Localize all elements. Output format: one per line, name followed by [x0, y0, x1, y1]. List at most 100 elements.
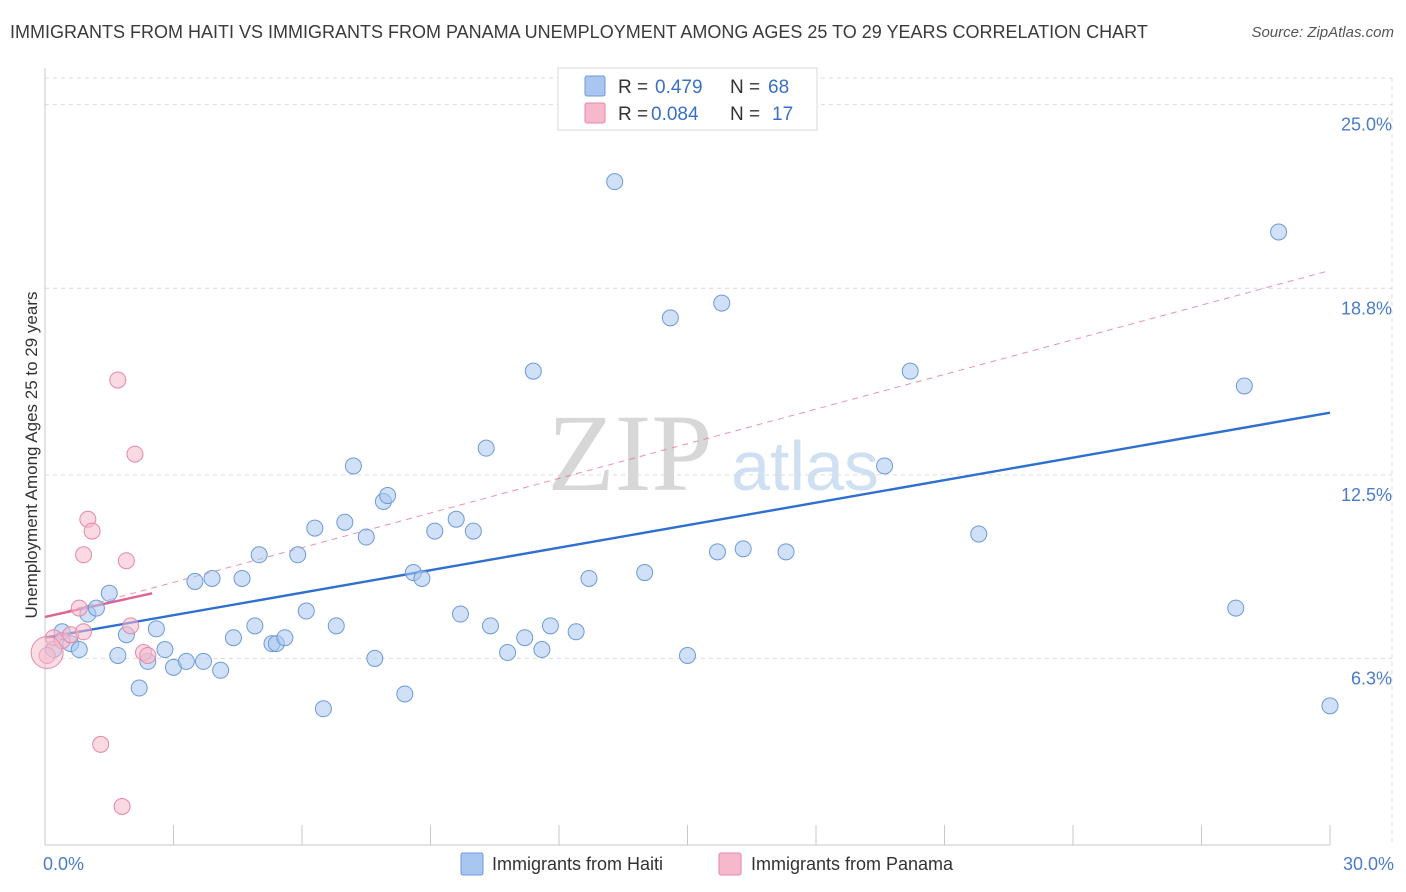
axes: [44, 68, 1331, 846]
legend-haiti-n-label: N =: [730, 77, 760, 98]
haiti-point: [1235, 377, 1253, 395]
watermark-zip: ZIP: [548, 392, 713, 514]
panama-point: [75, 623, 93, 641]
haiti-point: [426, 522, 444, 540]
gridlines: [45, 77, 1393, 845]
legend-haiti-r-label: R =: [618, 77, 648, 98]
haiti-point: [224, 629, 242, 647]
haiti-point: [297, 602, 315, 620]
haiti-point: [970, 525, 988, 543]
bottom-legend-haiti-label: Immigrants from Haiti: [492, 854, 663, 874]
haiti-point: [186, 572, 204, 590]
chart-source: Source: ZipAtlas.com: [1251, 24, 1394, 41]
panama-point: [92, 735, 110, 753]
haiti-point: [447, 510, 465, 528]
haiti-point: [1227, 599, 1245, 617]
haiti-point: [130, 679, 148, 697]
haiti-point: [109, 646, 127, 664]
panama-point-large: [30, 636, 64, 670]
y-tick-label: 18.8%: [1341, 298, 1392, 318]
haiti-point: [177, 652, 195, 670]
legend-haiti-swatch: [584, 75, 606, 97]
haiti-trend-line: [44, 411, 1331, 639]
panama-point: [122, 617, 140, 635]
haiti-point: [246, 617, 264, 635]
y-tick-label: 6.3%: [1351, 668, 1392, 688]
haiti-point: [396, 685, 414, 703]
panama-trend-extension: [44, 270, 1331, 618]
x-tick-label: 0.0%: [43, 854, 84, 874]
haiti-point: [1270, 223, 1288, 241]
haiti-point: [87, 599, 105, 617]
haiti-point: [327, 617, 345, 635]
haiti-point: [357, 528, 375, 546]
haiti-point: [276, 629, 294, 647]
haiti-point: [713, 294, 731, 312]
haiti-point: [901, 362, 919, 380]
panama-point: [75, 546, 93, 564]
haiti-point: [344, 457, 362, 475]
haiti-point: [379, 487, 397, 505]
x-tick-label: 30.0%: [1343, 854, 1394, 874]
panama-point: [139, 646, 157, 664]
haiti-point: [516, 629, 534, 647]
haiti-point: [306, 519, 324, 537]
haiti-point: [194, 652, 212, 670]
haiti-point: [567, 623, 585, 641]
panama-point: [126, 445, 144, 463]
legend-panama-r-label: R =: [618, 104, 648, 125]
haiti-point: [233, 569, 251, 587]
haiti-point: [524, 362, 542, 380]
haiti-point: [156, 641, 174, 659]
bottom-legend: Immigrants from Haiti Immigrants from Pa…: [460, 852, 954, 876]
panama-point: [117, 552, 135, 570]
y-tick-label: 12.5%: [1341, 485, 1392, 505]
haiti-point: [708, 543, 726, 561]
haiti-point: [289, 546, 307, 564]
haiti-point: [679, 646, 696, 664]
haiti-point: [250, 546, 268, 564]
haiti-point: [541, 617, 559, 635]
haiti-point: [636, 564, 654, 582]
bottom-legend-haiti-swatch: [460, 852, 484, 876]
haiti-point: [481, 617, 499, 635]
haiti-point: [499, 644, 517, 662]
haiti-point: [477, 439, 495, 457]
panama-point: [113, 798, 131, 816]
haiti-point: [203, 569, 221, 587]
legend-panama-r-value: 0.084: [651, 104, 699, 125]
haiti-point: [533, 641, 551, 659]
haiti-point: [413, 569, 431, 587]
haiti-point: [147, 620, 165, 638]
haiti-point: [314, 700, 332, 718]
legend-haiti-n-value: 68: [768, 77, 789, 98]
data-points: [30, 173, 1339, 816]
panama-point: [70, 599, 88, 617]
haiti-point: [580, 569, 598, 587]
haiti-point: [606, 173, 624, 191]
haiti-point: [1321, 697, 1339, 715]
legend-panama-n-label: N =: [730, 104, 760, 125]
panama-point: [109, 371, 127, 389]
haiti-point: [777, 543, 795, 561]
chart-title: IMMIGRANTS FROM HAITI VS IMMIGRANTS FROM…: [10, 22, 1148, 42]
legend-panama-swatch: [584, 102, 606, 124]
haiti-point: [734, 540, 752, 558]
watermark-atlas: atlas: [731, 427, 879, 505]
haiti-point: [464, 522, 482, 540]
haiti-point: [336, 513, 354, 531]
haiti-point: [100, 584, 118, 602]
haiti-point: [876, 457, 894, 475]
bottom-legend-panama-swatch: [718, 852, 742, 876]
haiti-point: [451, 605, 469, 623]
legend-panama-n-value: 17: [772, 104, 793, 125]
y-axis-title: Unemployment Among Ages 25 to 29 years: [22, 292, 41, 619]
y-tick-label: 25.0%: [1341, 115, 1392, 135]
tick-labels: 6.3% 12.5% 18.8% 25.0% 0.0% 30.0%: [43, 115, 1394, 874]
legend-haiti-r-value: 0.479: [655, 77, 703, 98]
panama-point: [83, 522, 101, 540]
haiti-point: [70, 641, 88, 659]
top-legend: R = 0.479 N = 68 R = 0.084 N = 17: [557, 67, 818, 131]
bottom-legend-panama-label: Immigrants from Panama: [751, 854, 954, 874]
